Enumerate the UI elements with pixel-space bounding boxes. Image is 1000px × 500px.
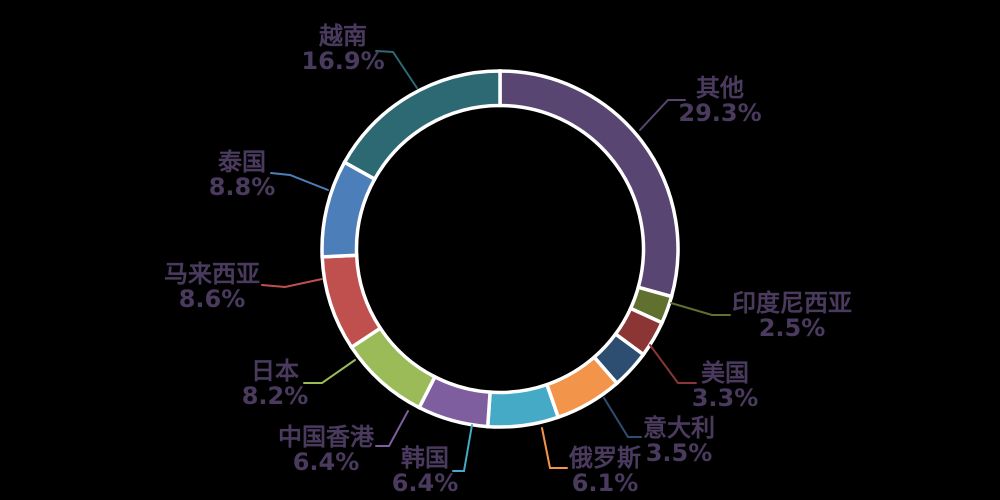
- leader-line-7: [303, 359, 356, 384]
- slice-percent: 8.2%: [241, 382, 309, 410]
- slice-percent: 8.8%: [208, 173, 276, 201]
- leader-line-0: [639, 99, 686, 131]
- slice-percent: 6.4%: [391, 469, 459, 497]
- leader-line-6: [375, 410, 409, 447]
- leader-line-10: [375, 50, 418, 89]
- leader-line-5: [452, 424, 473, 472]
- donut-slice-0: [498, 69, 680, 299]
- slice-name: 美国: [701, 359, 749, 387]
- callout-label-italy: 意大利 3.5%: [643, 416, 715, 466]
- donut-slice-5: [485, 382, 561, 429]
- callout-label-other: 其他 29.3%: [678, 76, 761, 126]
- slice-name: 马来西亚: [164, 260, 260, 288]
- slice-name: 俄罗斯: [569, 444, 641, 472]
- slice-name: 其他: [695, 74, 744, 102]
- callout-label-russia: 俄罗斯 6.1%: [569, 446, 641, 496]
- slice-name: 泰国: [218, 148, 266, 176]
- callout-label-hongkong: 中国香港 6.4%: [278, 425, 374, 475]
- callout-label-japan: 日本 8.2%: [242, 359, 309, 409]
- leader-line-8: [261, 278, 323, 289]
- slice-name: 意大利: [643, 414, 715, 442]
- donut-slice-10: [342, 69, 502, 182]
- donut-slice-8: [320, 253, 383, 350]
- callout-label-malaysia: 马来西亚 8.6%: [164, 262, 260, 312]
- slice-percent: 29.3%: [678, 99, 762, 127]
- leader-line-2: [649, 344, 697, 384]
- leader-line-3: [603, 397, 642, 438]
- callout-label-indonesia: 印度尼西亚 2.5%: [732, 291, 852, 341]
- slice-name: 中国香港: [278, 423, 374, 451]
- slice-percent: 16.9%: [301, 47, 385, 75]
- slice-percent: 6.4%: [292, 448, 360, 476]
- leader-line-1: [670, 302, 731, 316]
- slice-name: 印度尼西亚: [732, 289, 852, 317]
- slice-percent: 8.6%: [178, 285, 246, 313]
- slice-percent: 3.5%: [645, 439, 713, 467]
- slice-name: 韩国: [401, 444, 449, 472]
- callout-label-vietnam: 越南 16.9%: [301, 24, 384, 74]
- slice-percent: 3.3%: [691, 384, 759, 412]
- slice-percent: 6.1%: [571, 469, 639, 497]
- leader-line-4: [541, 427, 568, 469]
- slice-name: 越南: [318, 22, 367, 50]
- leader-line-9: [270, 172, 329, 191]
- slice-name: 日本: [251, 357, 299, 385]
- callout-label-usa: 美国 3.3%: [692, 361, 759, 411]
- slice-percent: 2.5%: [758, 314, 826, 342]
- callout-label-thailand: 泰国 8.8%: [209, 150, 276, 200]
- callout-label-korea: 韩国 6.4%: [392, 446, 459, 496]
